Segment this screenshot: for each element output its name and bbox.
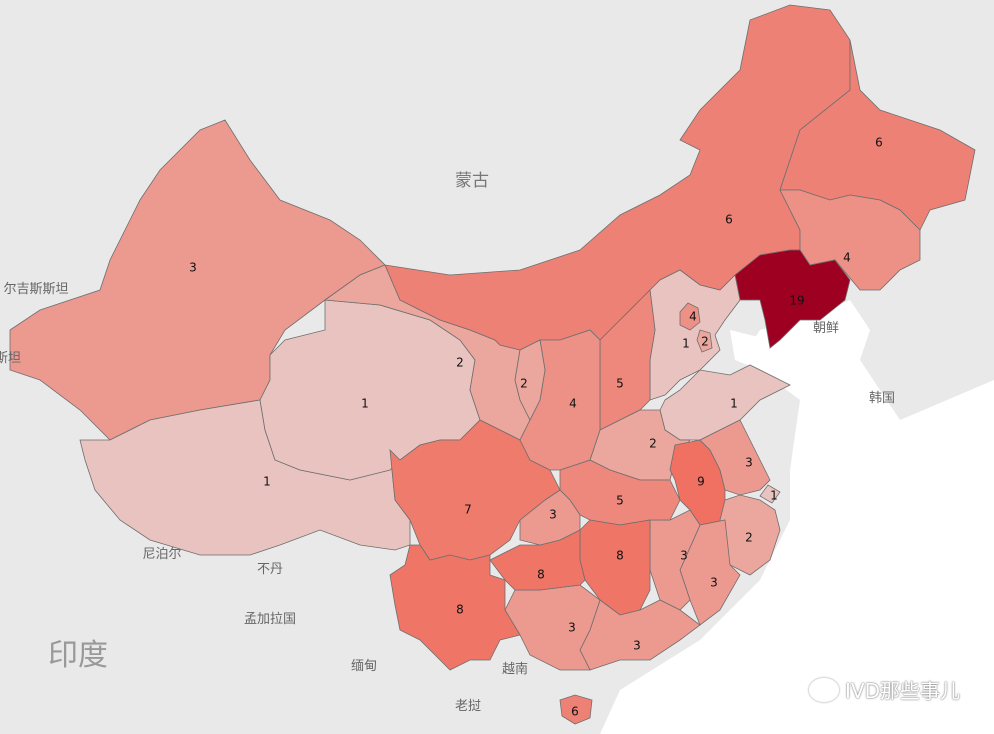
province-layer	[9, 4, 976, 725]
value-label-chongqing: 3	[549, 508, 557, 522]
wechat-icon	[809, 677, 840, 702]
value-label-henan: 2	[649, 437, 657, 451]
value-label-gansu: 2	[456, 356, 464, 370]
country-label-laos: 老挝	[455, 699, 481, 714]
value-label-tianjin: 2	[701, 335, 709, 349]
country-label-myanmar: 缅甸	[351, 659, 377, 674]
value-label-heilongjiang: 6	[875, 136, 883, 150]
value-label-hunan: 8	[616, 549, 624, 563]
value-label-tibet: 1	[263, 475, 271, 489]
province-yunnan[interactable]	[389, 544, 521, 671]
value-label-beijing: 4	[689, 310, 697, 324]
value-label-xinjiang: 3	[189, 261, 197, 275]
country-label-vietnam: 越南	[502, 661, 528, 677]
value-label-shaanxi: 4	[569, 397, 577, 411]
province-liaoning[interactable]	[734, 249, 851, 349]
value-label-inner-mongolia: 6	[725, 213, 733, 227]
watermark: IVD那些事儿	[809, 675, 960, 704]
country-label-tajikistan: 斯坦	[0, 351, 21, 366]
value-label-hainan: 6	[571, 705, 579, 719]
value-label-guizhou: 8	[537, 568, 545, 582]
value-label-anhui: 9	[697, 475, 705, 489]
province-guizhou[interactable]	[489, 529, 586, 591]
value-label-zhejiang: 2	[745, 531, 753, 545]
value-label-shanxi: 5	[616, 377, 624, 391]
country-label-india: 印度	[48, 638, 108, 673]
country-label-south-korea: 韩国	[869, 391, 895, 406]
province-ningxia[interactable]	[514, 339, 546, 421]
province-jiangsu[interactable]	[699, 419, 771, 496]
province-hainan[interactable]	[559, 694, 593, 725]
value-label-guangxi: 3	[568, 621, 576, 635]
value-label-yunnan: 8	[456, 603, 464, 617]
value-label-fujian: 3	[710, 576, 718, 590]
country-label-kyrgyzstan: 尔吉斯斯坦	[3, 282, 68, 297]
value-label-hebei: 1	[682, 337, 690, 351]
value-label-qinghai: 1	[361, 397, 369, 411]
country-label-bhutan: 不丹	[257, 562, 283, 577]
value-label-jiangxi: 3	[680, 549, 688, 563]
country-label-mongolia: 蒙古	[455, 171, 489, 191]
value-label-shanghai: 1	[770, 489, 778, 503]
province-shanghai[interactable]	[759, 484, 781, 504]
country-label-north-korea: 朝鲜	[813, 321, 839, 336]
country-labels: 蒙古 尔吉斯斯坦 斯坦 朝鲜 韩国 尼泊尔 不丹 孟加拉国 印度 缅甸 越南 老…	[0, 171, 895, 714]
value-label-liaoning: 19	[789, 294, 804, 308]
value-label-shandong: 1	[730, 397, 738, 411]
value-label-guangdong: 3	[633, 639, 641, 653]
value-label-sichuan: 7	[464, 503, 472, 517]
value-label-jiangsu: 3	[745, 456, 753, 470]
province-beijing[interactable]	[679, 302, 701, 331]
country-label-nepal: 尼泊尔	[142, 547, 181, 562]
country-label-bangladesh: 孟加拉国	[244, 612, 296, 627]
watermark-text: IVD那些事儿	[845, 679, 960, 703]
province-tianjin[interactable]	[696, 329, 713, 353]
value-label-jilin: 4	[843, 251, 851, 265]
value-label-ningxia: 2	[520, 377, 528, 391]
value-label-hubei: 5	[616, 494, 624, 508]
